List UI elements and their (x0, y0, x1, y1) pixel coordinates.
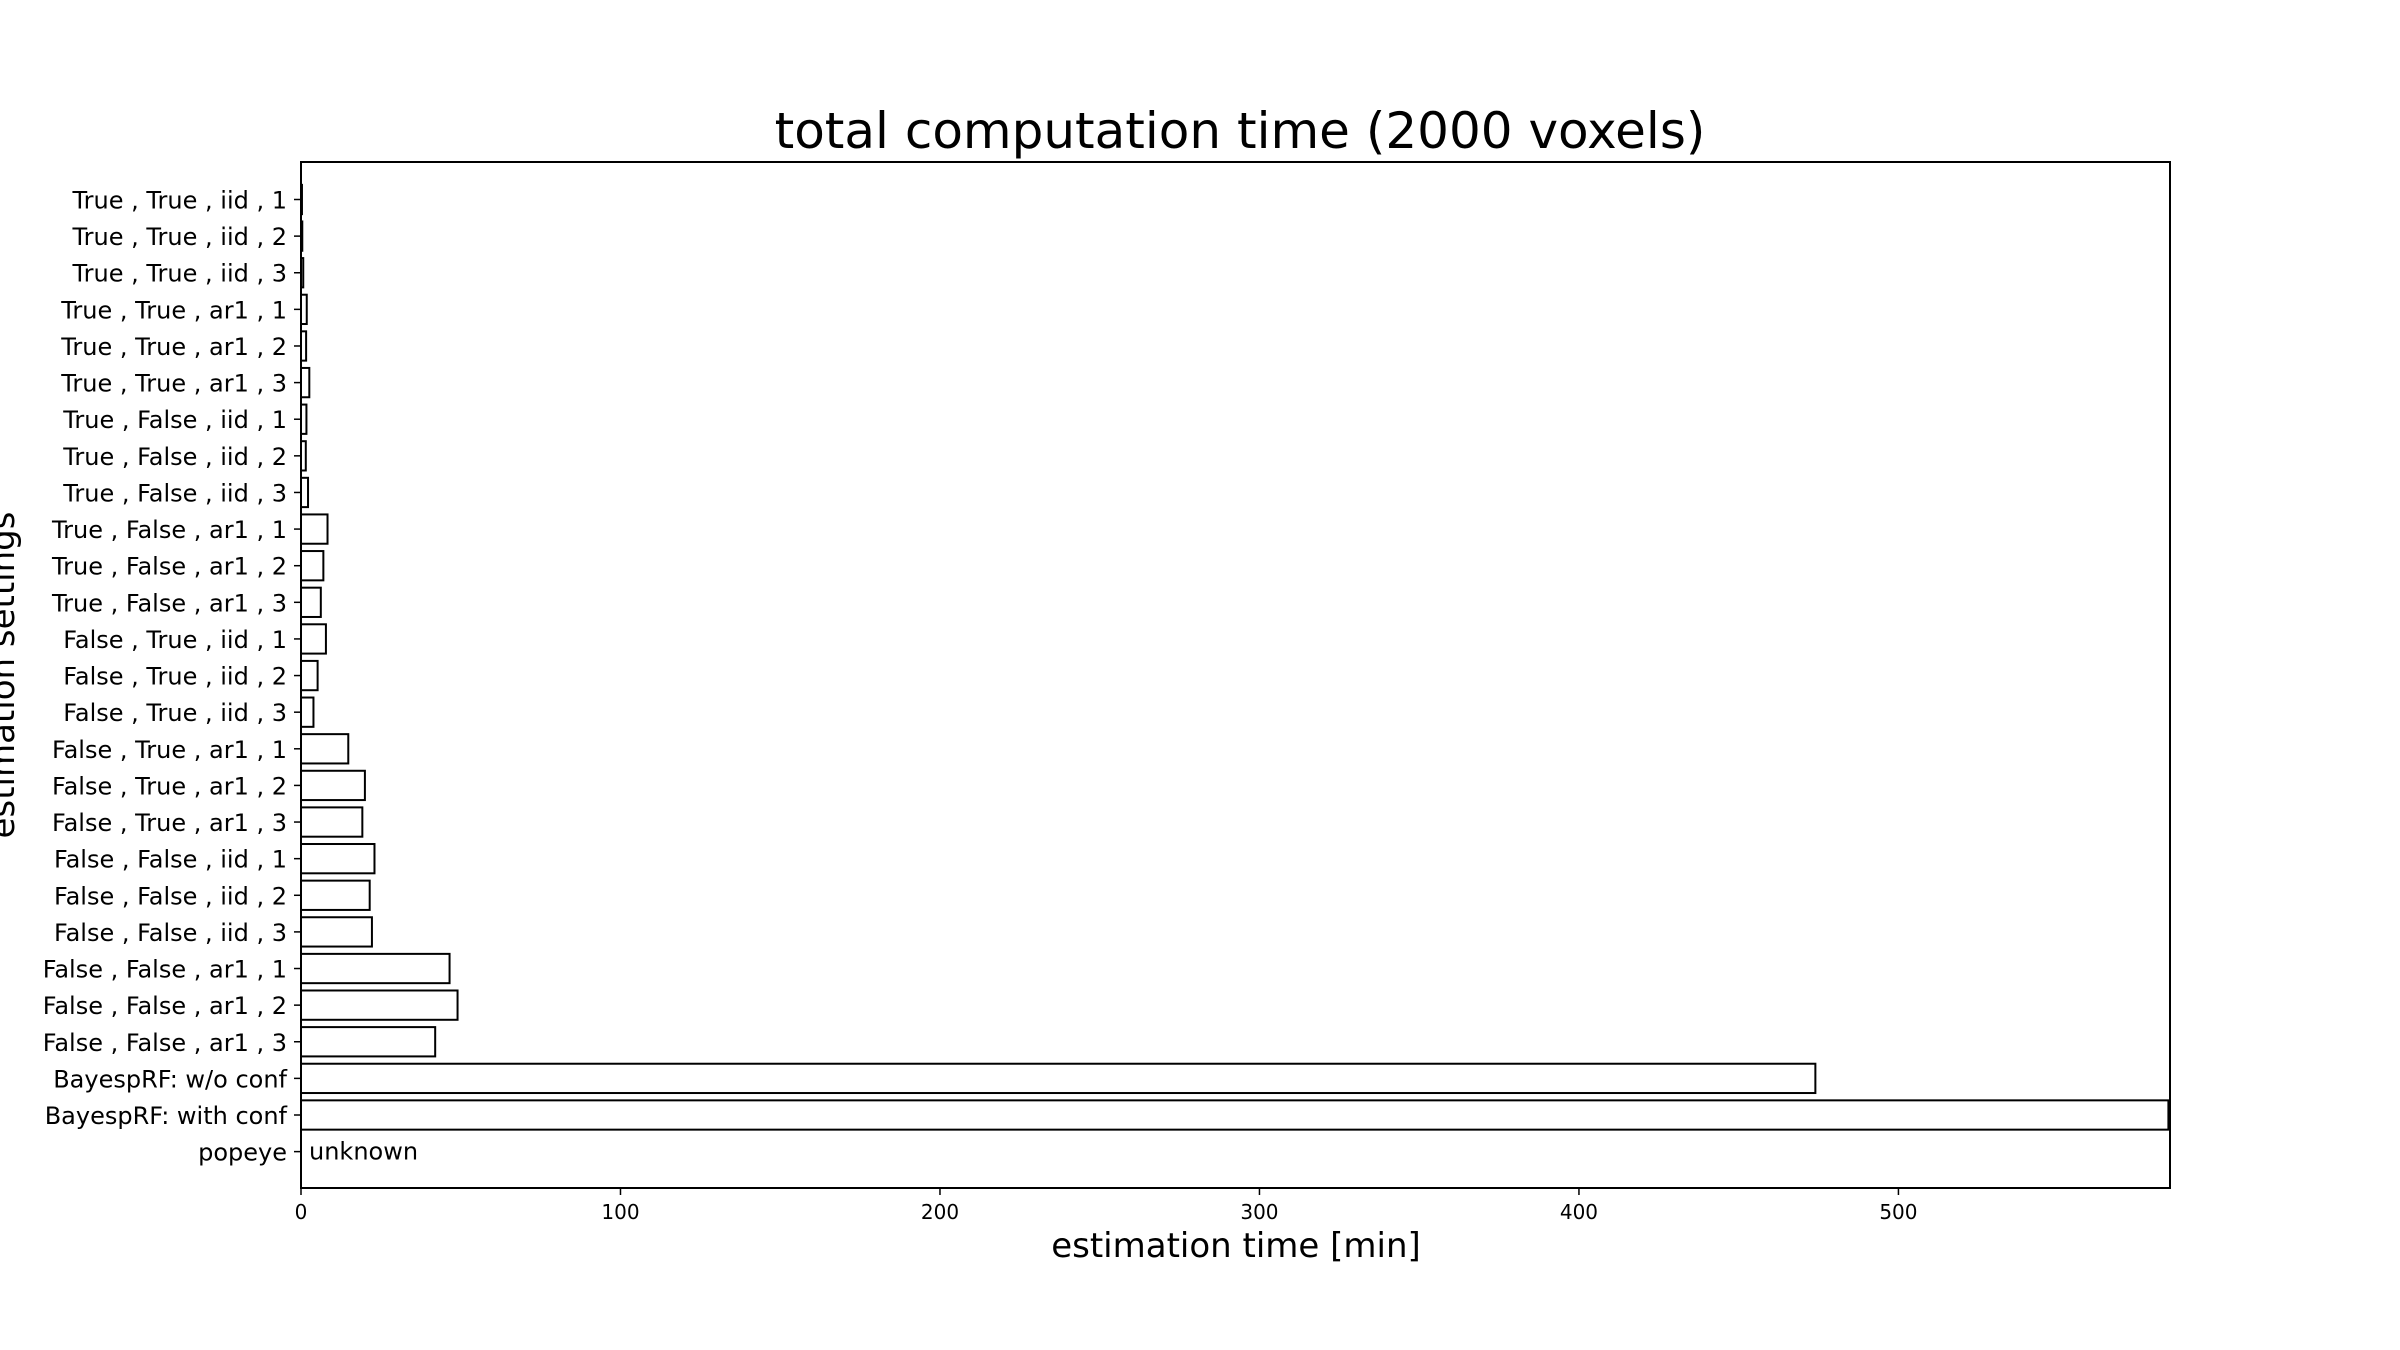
y-tick-label: False , False , iid , 1 (54, 846, 287, 874)
x-tick-label: 200 (921, 1200, 959, 1224)
y-tick-label: False , True , ar1 , 1 (52, 736, 287, 764)
x-axis-ticks: 0 100 200 300 400 500 (295, 1188, 1918, 1224)
bar (300, 476, 310, 509)
bar (300, 989, 459, 1021)
bar (300, 952, 451, 985)
y-tick-label: False , False , ar1 , 2 (43, 992, 287, 1020)
bar (300, 696, 315, 728)
y-tick-label: False , True , ar1 , 2 (52, 772, 287, 800)
y-tick-label: False , False , ar1 , 3 (43, 1029, 287, 1057)
y-tick-label: True , True , ar1 , 1 (60, 296, 287, 324)
bar (300, 843, 376, 875)
y-tick-label: False , False , iid , 2 (54, 882, 287, 910)
y-axis-ticks: True , True , iid , 1 True , True , iid ,… (43, 187, 301, 1167)
bar (300, 1026, 437, 1058)
y-tick-label: True , False , iid , 1 (62, 406, 287, 434)
y-tick-label: True , True , iid , 1 (72, 187, 287, 215)
y-tick-label: True , False , iid , 3 (62, 479, 287, 507)
y-tick-label: True , True , iid , 2 (72, 223, 287, 251)
y-tick-label: False , True , iid , 1 (63, 626, 287, 654)
bar (300, 586, 322, 618)
y-tick-label: True , True , iid , 3 (72, 260, 287, 288)
x-tick-label: 400 (1560, 1200, 1598, 1224)
bar (300, 916, 373, 948)
bar (300, 769, 366, 802)
plot-area-frame (300, 161, 2171, 1189)
y-tick-label: True , True , ar1 , 2 (60, 333, 287, 361)
bar (300, 550, 325, 582)
y-tick-label: True , False , ar1 , 2 (51, 553, 287, 581)
y-tick-label: False , False , iid , 3 (54, 919, 287, 947)
y-tick-label: True , False , ar1 , 1 (51, 516, 287, 544)
y-tick-label: False , False , ar1 , 1 (43, 956, 287, 984)
y-tick-label: False , True , ar1 , 3 (52, 809, 287, 837)
bars-layer (300, 183, 2170, 1131)
y-tick-label: popeye (198, 1139, 287, 1167)
x-tick-label: 500 (1879, 1200, 1917, 1224)
bar (300, 623, 327, 655)
y-tick-label: True , True , ar1 , 3 (60, 370, 287, 398)
bar (300, 1062, 1817, 1095)
bar-annotation: unknown (309, 1138, 418, 1166)
bar (300, 366, 311, 399)
y-tick-label: False , True , iid , 2 (63, 663, 287, 691)
y-tick-label: True , False , ar1 , 3 (51, 589, 287, 617)
bar (300, 806, 364, 838)
y-tick-label: True , False , iid , 2 (62, 443, 287, 471)
annotations-layer: unknown (309, 1138, 418, 1166)
y-tick-label: False , True , iid , 3 (63, 699, 287, 727)
bar (300, 1099, 2170, 1131)
bar (300, 733, 350, 765)
x-tick-label: 0 (295, 1200, 308, 1224)
bar (300, 513, 329, 545)
bar (300, 879, 371, 911)
x-tick-label: 300 (1240, 1200, 1278, 1224)
x-tick-label: 100 (601, 1200, 639, 1224)
y-axis-label: estimation settings (0, 512, 23, 839)
bar (300, 659, 319, 692)
y-tick-label: BayespRF: with conf (45, 1102, 288, 1130)
x-axis-label: estimation time [min] (1051, 1226, 1421, 1266)
y-tick-label: BayespRF: w/o conf (53, 1065, 287, 1093)
chart-title: total computation time (2000 voxels) (775, 102, 1706, 160)
